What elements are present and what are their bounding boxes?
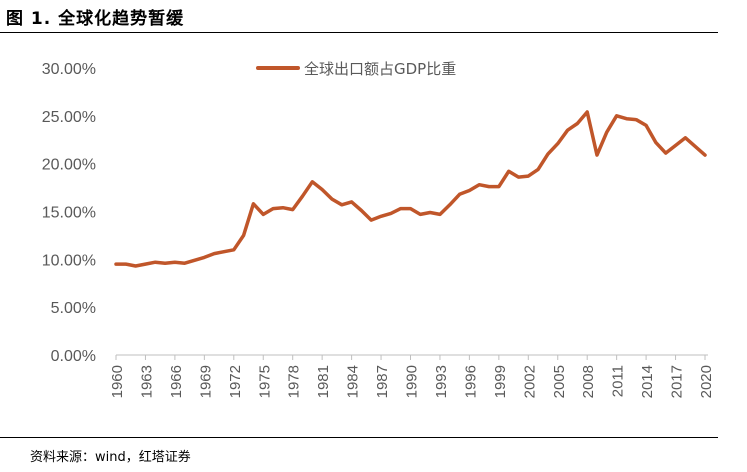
y-tick-label: 5.00% [51,300,96,317]
x-tick-label: 1963 [138,365,155,398]
x-tick-label: 2008 [580,365,597,398]
x-tick-label: 1975 [256,365,273,398]
y-tick-label: 0.00% [51,348,96,365]
x-tick-label: 1966 [168,365,185,398]
x-tick-label: 2002 [521,365,538,398]
legend-label: 全球出口额占GDP比重 [304,60,456,78]
legend: 全球出口额占GDP比重 [256,60,456,78]
x-tick-label: 1978 [286,365,303,398]
source-note: 资料来源：wind，红塔证券 [30,450,191,465]
bottom-rule [0,437,718,438]
y-tick-label: 25.00% [42,109,96,126]
x-tick-label: 2005 [551,365,568,398]
x-tick-label: 2011 [610,365,627,397]
x-tick-label: 1993 [433,365,450,398]
y-tick-label: 15.00% [42,205,96,222]
x-tick-label: 2017 [669,365,686,398]
series-group [114,110,707,268]
x-tick-label: 1987 [374,365,391,398]
x-tick-label: 1981 [315,365,332,398]
x-tick-label: 1999 [492,365,509,398]
x-tick-label: 1960 [109,365,126,398]
y-tick-label: 10.00% [42,252,96,269]
figure-title: 图 1. 全球化趋势暂缓 [6,9,185,29]
x-axis: 1960 1963 1966 1969 1972 1975 1978 1981 1984 1987… [109,354,715,398]
x-tick-label: 1996 [462,365,479,398]
series-line [114,110,707,268]
top-rule [0,32,718,33]
x-tick-label: 1969 [197,365,214,398]
x-tick-label: 1972 [227,365,244,398]
x-tick-label: 1984 [345,365,362,398]
x-tick-label: 2014 [639,365,656,398]
y-axis: 0.00% 5.00% 10.00% 15.00% 20.00% 25.00% 30.00% [42,61,96,365]
x-tick-label: 2020 [698,365,715,398]
y-tick-label: 30.00% [42,61,96,78]
x-tick-label: 1990 [404,365,421,398]
y-tick-label: 20.00% [42,157,96,174]
